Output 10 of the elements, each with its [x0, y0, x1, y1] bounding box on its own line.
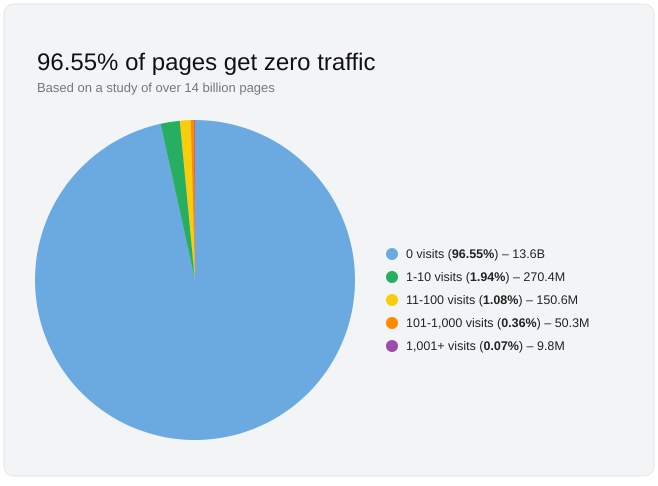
legend-label: 0 visits (96.55%) – 13.6B	[406, 247, 545, 261]
pie-slice	[160, 120, 195, 280]
legend-label: 11-100 visits (1.08%) – 150.6M	[406, 293, 578, 307]
legend-label: 1-10 visits (1.94%) – 270.4M	[406, 270, 566, 284]
chart-subtitle: Based on a study of over 14 billion pages	[37, 80, 276, 95]
pie-slice	[35, 120, 355, 440]
chart-title: 96.55% of pages get zero traffic	[37, 49, 376, 76]
legend-label: 1,001+ visits (0.07%) – 9.8M	[406, 339, 565, 353]
pie-slice	[180, 120, 195, 280]
legend-label: 101-1,000 visits (0.36%) – 50.3M	[406, 316, 590, 330]
